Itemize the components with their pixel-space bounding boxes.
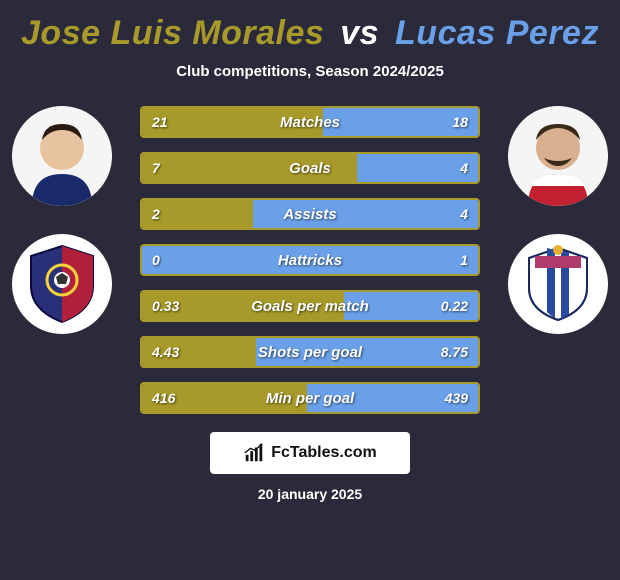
- stat-row: 01Hattricks: [140, 244, 480, 276]
- footer: FcTables.com 20 january 2025: [210, 432, 410, 502]
- date: 20 january 2025: [258, 486, 362, 502]
- chart-icon: [243, 442, 265, 464]
- stat-label: Assists: [142, 206, 478, 223]
- club-crest-icon: [27, 244, 97, 324]
- stat-label: Min per goal: [142, 390, 478, 407]
- brand-box: FcTables.com: [210, 432, 410, 474]
- player2-club-crest: [508, 234, 608, 334]
- player1-club-crest: [12, 234, 112, 334]
- stat-row: 416439Min per goal: [140, 382, 480, 414]
- title-player1: Jose Luis Morales: [21, 14, 324, 52]
- stat-row: 2118Matches: [140, 106, 480, 138]
- title-player2: Lucas Perez: [395, 14, 599, 52]
- stat-row: 0.330.22Goals per match: [140, 290, 480, 322]
- club-crest-icon: [523, 244, 593, 324]
- subtitle: Club competitions, Season 2024/2025: [176, 63, 444, 80]
- stat-label: Matches: [142, 114, 478, 131]
- stat-bars: 2118Matches 74Goals 24Assists 01Hattricks 0.…: [140, 106, 480, 414]
- stat-label: Shots per goal: [142, 344, 478, 361]
- right-avatars: [508, 106, 608, 334]
- content: 2118Matches 74Goals 24Assists 01Hattricks 0.…: [0, 106, 620, 414]
- stat-label: Hattricks: [142, 252, 478, 269]
- stat-row: 4.438.75Shots per goal: [140, 336, 480, 368]
- player2-face-icon: [508, 106, 608, 206]
- stat-label: Goals: [142, 160, 478, 177]
- stat-row: 74Goals: [140, 152, 480, 184]
- player1-avatar: [12, 106, 112, 206]
- left-avatars: [12, 106, 112, 334]
- title: Jose Luis Morales vs Lucas Perez: [21, 14, 599, 53]
- brand-text: FcTables.com: [271, 444, 377, 462]
- stat-label: Goals per match: [142, 298, 478, 315]
- player1-face-icon: [12, 106, 112, 206]
- title-vs: vs: [340, 14, 379, 52]
- stat-row: 24Assists: [140, 198, 480, 230]
- comparison-card: Jose Luis Morales vs Lucas Perez Club co…: [0, 0, 620, 580]
- player2-avatar: [508, 106, 608, 206]
